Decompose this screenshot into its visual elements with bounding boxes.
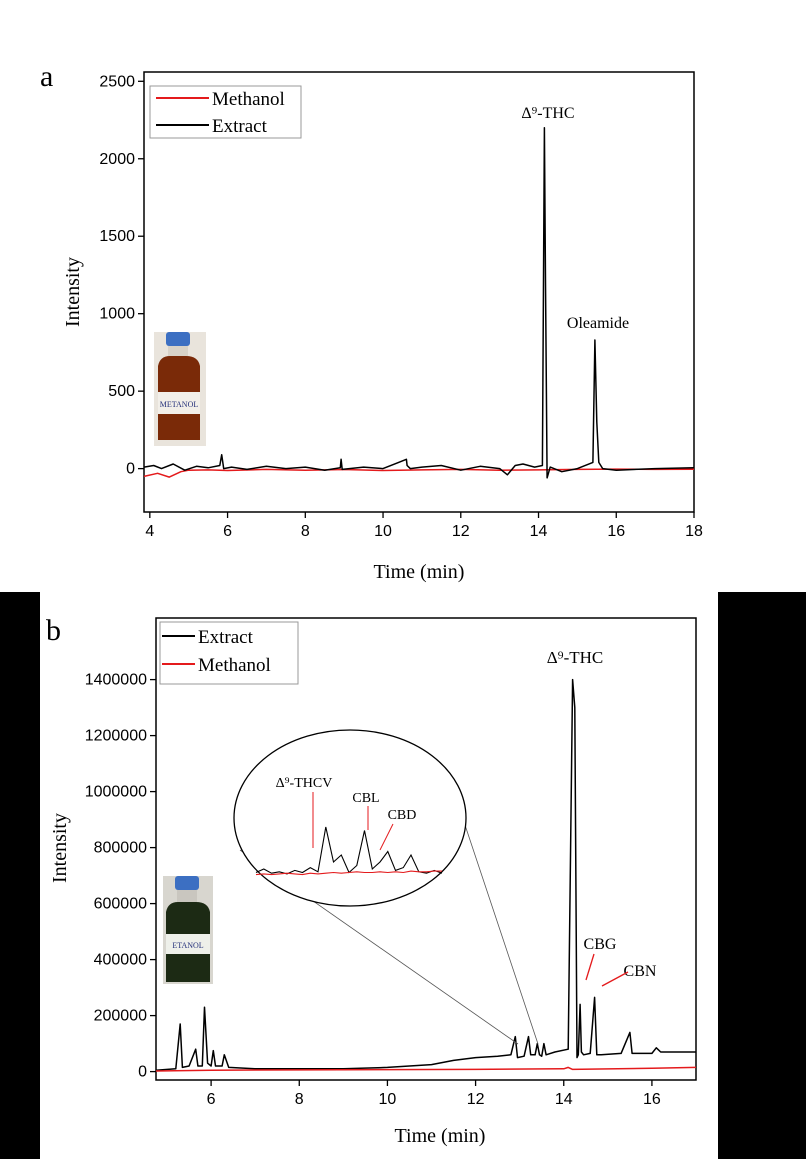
zoom-inset: Δ⁹-THCV CBL CBD <box>233 729 467 907</box>
legend-a: Methanol Extract <box>149 85 302 139</box>
y-axis-label-b: Intensity <box>49 813 71 883</box>
y-tick-label-b: 400000 <box>94 952 147 969</box>
annotation-thc-b: Δ⁹-THC <box>547 648 604 667</box>
y-tick-label-a: 2000 <box>99 151 135 168</box>
x-tick-label-a: 18 <box>685 523 703 540</box>
y-tick-label-a: 1000 <box>99 306 135 323</box>
x-tick-label-a: 6 <box>223 523 232 540</box>
x-tick-label-b: 8 <box>295 1091 304 1108</box>
y-axis-ticks-a: 0 500 1000 1500 2000 2500 <box>99 73 144 478</box>
x-tick-label-a: 4 <box>145 523 154 540</box>
left-black-bar <box>0 592 40 1159</box>
y-tick-label-b: 1400000 <box>85 672 147 689</box>
x-tick-label-b: 6 <box>207 1091 216 1108</box>
annotation-oleamide-a: Oleamide <box>567 315 629 332</box>
x-axis-ticks-a: 4 6 8 10 12 14 16 18 <box>145 512 703 540</box>
legend-box-a <box>149 85 302 139</box>
inset-leader-cbd <box>379 823 394 851</box>
zoom-inset-lines <box>255 826 443 876</box>
series-lines-b <box>155 678 697 1072</box>
x-axis-label-a: Time (min) <box>374 561 465 583</box>
x-axis-ticks-b: 6 8 10 12 14 16 <box>207 1080 661 1108</box>
legend-b: Extract Methanol <box>159 621 299 685</box>
panel-b-label: b <box>46 614 61 647</box>
y-tick-label-b: 1000000 <box>85 784 147 801</box>
inset-label-cbl: CBL <box>352 791 379 806</box>
legend-box-b <box>159 621 299 685</box>
x-tick-label-b: 14 <box>555 1091 573 1108</box>
y-tick-label-b: 200000 <box>94 1008 147 1025</box>
legend-label-extract-a: Extract <box>212 116 268 137</box>
y-axis-label-a: Intensity <box>62 257 84 327</box>
y-tick-label-a: 500 <box>108 383 135 400</box>
y-tick-label-a: 2500 <box>99 73 135 90</box>
x-tick-label-a: 10 <box>374 523 392 540</box>
y-tick-label-b: 800000 <box>94 840 147 857</box>
y-tick-label-a: 0 <box>126 461 135 478</box>
zoom-inset-ellipse <box>233 729 467 907</box>
series-line-extract-b <box>155 678 696 1071</box>
annotation-cbg-leader <box>585 953 595 981</box>
x-tick-label-a: 14 <box>530 523 548 540</box>
annotation-thc-a: Δ⁹-THC <box>521 105 574 122</box>
plot-frame-b <box>155 617 697 1081</box>
inset-label-cbd: CBD <box>388 808 417 823</box>
bottle-label-ethanol: ETANOL <box>172 941 203 950</box>
x-tick-label-b: 10 <box>379 1091 397 1108</box>
legend-label-methanol-b: Methanol <box>198 655 271 676</box>
panel-a-label: a <box>40 60 53 93</box>
inset-line-methanol <box>255 870 442 876</box>
x-axis-label-b: Time (min) <box>395 1125 486 1147</box>
plot-frame-a <box>143 71 695 513</box>
x-tick-label-a: 8 <box>301 523 310 540</box>
annotation-cbn-b: CBN <box>624 963 657 980</box>
bottle-photo-ethanol: ETANOL <box>163 876 213 984</box>
y-tick-label-a: 1500 <box>99 228 135 245</box>
y-axis-ticks-b: 0 200000 400000 600000 800000 1000000 1200000 1… <box>85 672 156 1081</box>
zoom-connector-right <box>459 809 539 1045</box>
y-tick-label-b: 600000 <box>94 896 147 913</box>
x-tick-label-b: 16 <box>643 1091 661 1108</box>
x-tick-label-a: 16 <box>607 523 625 540</box>
right-black-bar <box>718 592 806 1159</box>
annotation-cbn-leader <box>601 971 629 987</box>
inset-label-thcv: Δ⁹-THCV <box>276 776 333 791</box>
annotation-cbg-b: CBG <box>584 936 617 953</box>
y-tick-label-b: 0 <box>138 1064 147 1081</box>
bottle-photo-methanol: METANOL <box>154 332 206 446</box>
series-line-methanol-b <box>155 1066 697 1072</box>
bottle-label-methanol: METANOL <box>160 400 199 409</box>
x-tick-label-b: 12 <box>467 1091 485 1108</box>
series-lines-a <box>143 127 695 479</box>
chart-panel-a: a 0 500 1000 1500 2000 2500 4 6 8 10 12 14 16 18 Int… <box>40 60 703 583</box>
legend-label-methanol-a: Methanol <box>212 89 285 110</box>
x-tick-label-a: 12 <box>452 523 470 540</box>
chart-panel-b: b 0 200000 400000 600000 800000 1000000 120000… <box>46 614 697 1147</box>
series-line-extract-a <box>143 127 695 479</box>
y-tick-label-b: 1200000 <box>85 728 147 745</box>
legend-label-extract-b: Extract <box>198 627 254 648</box>
